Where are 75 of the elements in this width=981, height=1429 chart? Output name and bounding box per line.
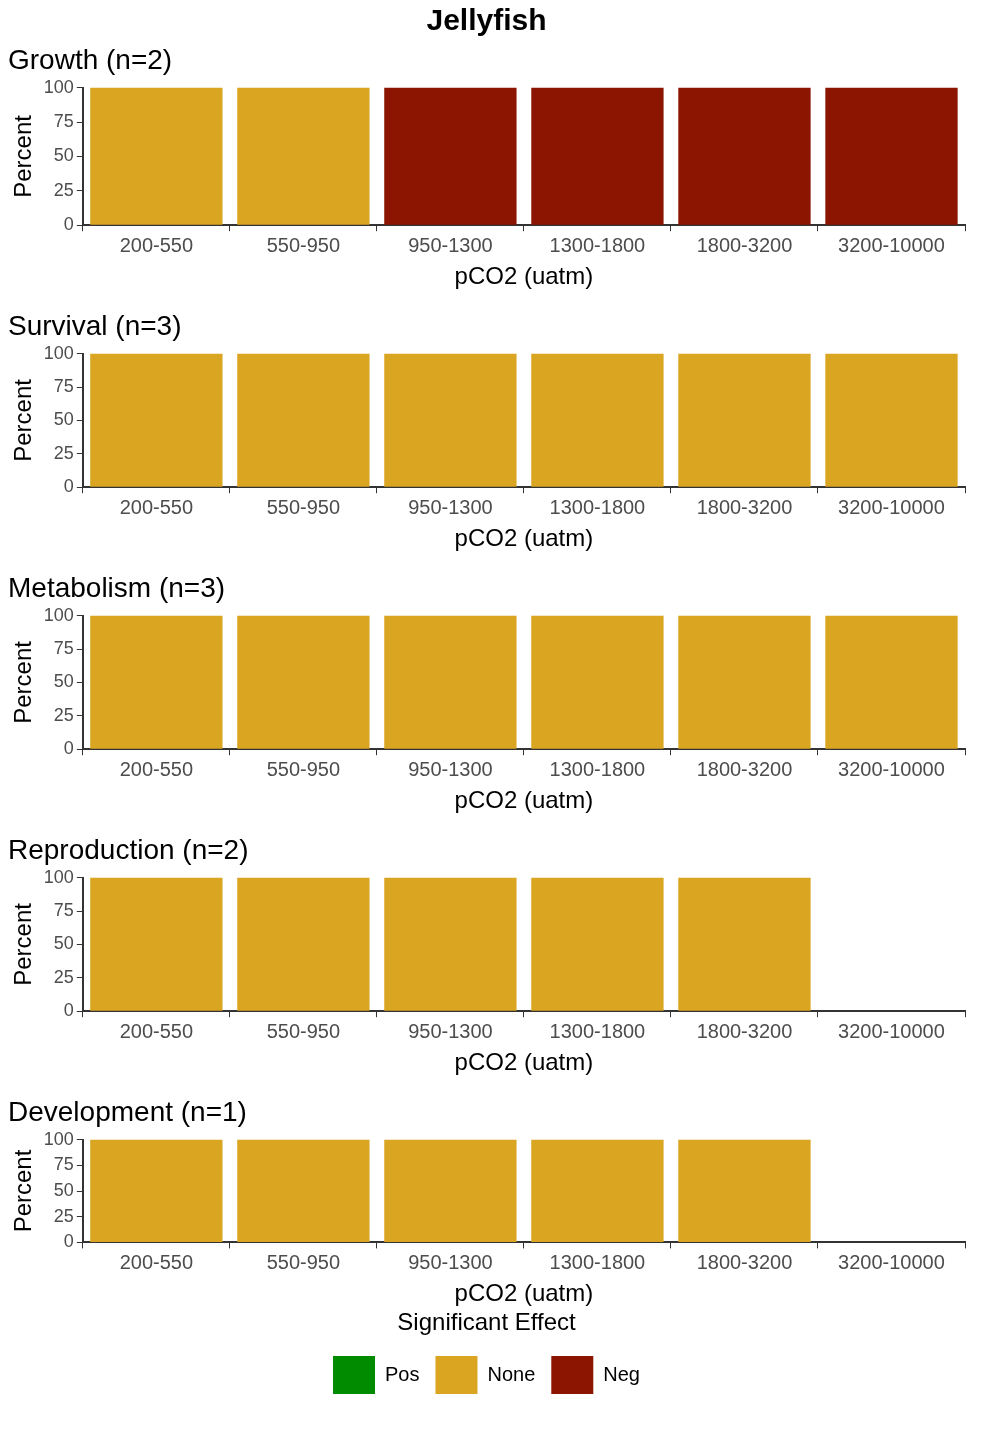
y-tick-label: 100 <box>43 76 74 97</box>
x-tick-label: 200-550 <box>119 495 194 518</box>
y-axis-title: Percent <box>9 902 37 986</box>
y-axis-title: Percent <box>9 378 37 462</box>
y-tick-label: 50 <box>53 1179 74 1200</box>
x-tick-label: 1800-3200 <box>696 1019 793 1042</box>
x-tick-label: 550-950 <box>266 757 341 780</box>
y-axis-title: Percent <box>9 1149 37 1233</box>
y-tick-label: 0 <box>63 476 74 497</box>
x-tick-label: 950-1300 <box>408 233 493 256</box>
y-tick-label: 75 <box>53 1154 74 1175</box>
x-tick-label: 3200-10000 <box>838 1250 945 1273</box>
x-axis-title: pCO2 (uatm) <box>454 524 594 552</box>
x-tick-label: 1300-1800 <box>549 1019 646 1042</box>
x-tick-label: 200-550 <box>119 233 194 256</box>
y-tick-label: 25 <box>53 704 74 725</box>
y-axis-title: Percent <box>9 114 37 198</box>
y-tick-label: 25 <box>53 442 74 463</box>
y-tick-label: 50 <box>53 145 74 166</box>
x-tick-label: 1300-1800 <box>549 757 646 780</box>
x-tick-label: 1800-3200 <box>696 1250 793 1273</box>
x-tick-label: 200-550 <box>119 757 194 780</box>
x-tick-label: 550-950 <box>266 1250 341 1273</box>
y-tick-label: 50 <box>53 933 74 954</box>
x-tick-label: 3200-10000 <box>838 233 945 256</box>
x-tick-label: 950-1300 <box>408 757 493 780</box>
x-tick-label: 950-1300 <box>408 1250 493 1273</box>
y-tick-label: 100 <box>43 342 74 363</box>
y-tick-label: 75 <box>53 110 74 131</box>
chart-title: Development (n=1) <box>8 1095 247 1127</box>
x-axis-title: pCO2 (uatm) <box>454 1279 594 1307</box>
y-axis-title: Percent <box>9 640 37 724</box>
y-tick-label: 50 <box>53 409 74 430</box>
x-axis-title: pCO2 (uatm) <box>454 1048 594 1076</box>
legend-label: Neg <box>603 1362 640 1385</box>
x-tick-label: 1300-1800 <box>549 495 646 518</box>
y-tick-label: 100 <box>43 866 74 887</box>
x-tick-label: 1300-1800 <box>549 233 646 256</box>
y-tick-label: 100 <box>43 604 74 625</box>
chart-title: Metabolism (n=3) <box>8 571 226 603</box>
y-tick-label: 0 <box>63 738 74 759</box>
y-tick-label: 50 <box>53 671 74 692</box>
y-tick-label: 25 <box>53 966 74 987</box>
chart-title: Jellyfish <box>426 3 547 37</box>
x-tick-label: 950-1300 <box>408 495 493 518</box>
x-tick-label: 3200-10000 <box>838 757 945 780</box>
legend-title: Significant Effect <box>397 1307 576 1335</box>
y-tick-label: 75 <box>53 375 74 396</box>
chart-subtitle: Growth (n=2) <box>8 43 173 75</box>
legend-label: None <box>487 1362 536 1385</box>
x-tick-label: 3200-10000 <box>838 495 945 518</box>
y-tick-label: 0 <box>63 1000 74 1021</box>
legend-label: Pos <box>385 1362 420 1385</box>
x-tick-label: 950-1300 <box>408 1019 493 1042</box>
chart-title: Survival (n=3) <box>8 309 182 341</box>
x-tick-label: 200-550 <box>119 1019 194 1042</box>
x-tick-label: 550-950 <box>266 233 341 256</box>
y-tick-label: 75 <box>53 899 74 920</box>
x-tick-label: 3200-10000 <box>838 1019 945 1042</box>
x-tick-label: 1800-3200 <box>696 233 793 256</box>
x-tick-label: 1800-3200 <box>696 757 793 780</box>
x-tick-label: 1800-3200 <box>696 495 793 518</box>
y-tick-label: 0 <box>63 1231 74 1252</box>
x-axis-title: pCO2 (uatm) <box>454 262 594 290</box>
y-tick-label: 0 <box>63 214 74 235</box>
y-tick-label: 25 <box>53 1205 74 1226</box>
y-tick-label: 100 <box>43 1128 74 1149</box>
x-tick-label: 200-550 <box>119 1250 194 1273</box>
y-tick-label: 75 <box>53 637 74 658</box>
x-axis-title: pCO2 (uatm) <box>454 786 594 814</box>
x-tick-label: 1300-1800 <box>549 1250 646 1273</box>
x-tick-label: 550-950 <box>266 495 341 518</box>
chart-title: Reproduction (n=2) <box>8 833 249 865</box>
y-tick-label: 25 <box>53 179 74 200</box>
x-tick-label: 550-950 <box>266 1019 341 1042</box>
